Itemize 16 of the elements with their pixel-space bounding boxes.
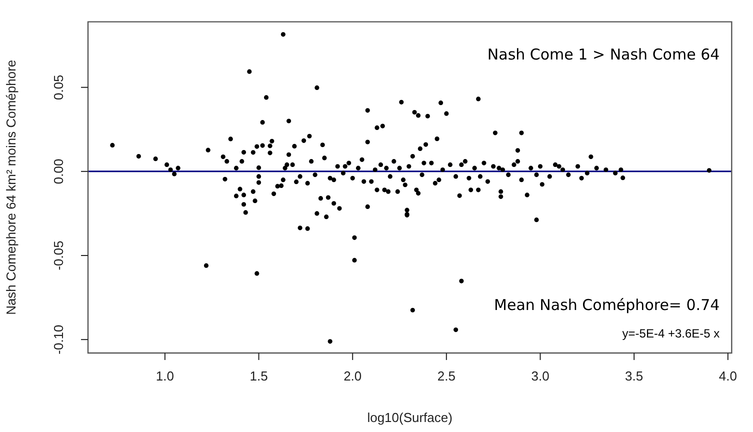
x-tick-label: 3.5 [625, 368, 644, 384]
y-tick-label: -0.05 [50, 240, 66, 270]
annotation: Mean Nash Coméphore= 0.74 [494, 296, 720, 314]
x-tick-label: 1.0 [156, 368, 174, 384]
x-tick-label: 2.5 [437, 368, 456, 384]
y-axis-title: Nash Comephore 64 km² moins Coméphore [3, 60, 18, 315]
x-tick-label: 2.0 [344, 368, 362, 384]
x-tick-label: 1.5 [250, 368, 268, 384]
x-tick-label: 3.0 [531, 368, 550, 384]
y-tick-label: 0.05 [50, 74, 66, 100]
annotation: Nash Come 1 > Nash Come 64 [487, 46, 720, 64]
y-tick-label: -0.10 [50, 324, 66, 354]
x-axis-title: log10(Surface) [367, 410, 452, 425]
y-tick-label: 0.00 [50, 158, 66, 184]
annotation: y=-5E-4 +3.6E-5 x [622, 326, 720, 340]
x-tick-label: 4.0 [718, 368, 737, 384]
